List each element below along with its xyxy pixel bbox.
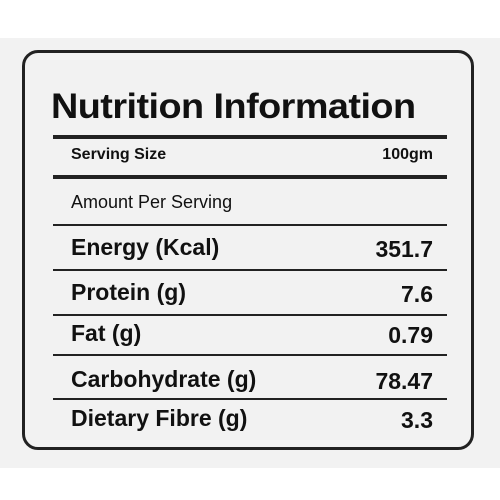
serving-divider (53, 175, 447, 179)
nutrient-value-fat: 0.79 (388, 322, 433, 348)
nutrient-name-fat: Fat (g) (71, 320, 142, 346)
nutrient-name-dietary-fibre: Dietary Fibre (g) (71, 405, 248, 431)
nutrition-title: Nutrition Information (51, 87, 416, 126)
title-divider (53, 135, 447, 139)
row-divider (53, 314, 447, 316)
nutrient-name-carbohydrate: Carbohydrate (g) (71, 366, 257, 392)
nutrient-value-protein: 7.6 (401, 281, 433, 307)
nutrient-value-energy: 351.7 (375, 236, 433, 262)
nutrient-name-protein: Protein (g) (71, 279, 186, 305)
row-divider (53, 354, 447, 356)
nutrition-label: Nutrition Information Serving Size 100gm… (22, 50, 474, 450)
row-divider (53, 269, 447, 271)
nutrient-value-dietary-fibre: 3.3 (401, 407, 433, 433)
nutrient-name-energy: Energy (Kcal) (71, 234, 220, 260)
amount-per-serving-label: Amount Per Serving (71, 192, 233, 212)
amount-divider (53, 224, 447, 226)
nutrient-value-carbohydrate: 78.47 (375, 368, 433, 394)
serving-size-label: Serving Size (71, 146, 167, 163)
row-divider (53, 398, 447, 400)
serving-size-value: 100gm (382, 146, 433, 163)
